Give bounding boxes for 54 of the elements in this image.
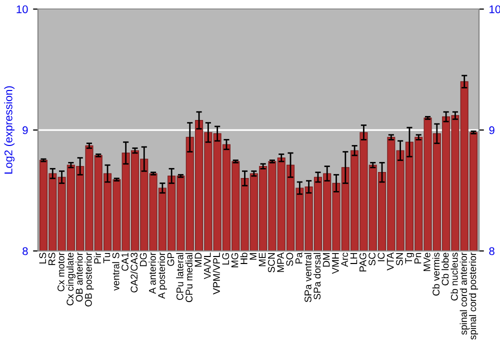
x-tick-label: MD	[194, 252, 202, 267]
x-tick-label: GP	[167, 252, 174, 266]
x-tick-label: Arc	[341, 252, 348, 267]
x-tick-label: ventral S	[112, 252, 120, 291]
x-tick-label: OB posterior	[84, 252, 94, 306]
y-tick-label: 8	[22, 247, 28, 256]
x-tick-label: MPA	[277, 252, 284, 272]
x-tick-label: CA2/CA3	[130, 252, 138, 292]
y-axis-title: Log2 (expression)	[4, 86, 15, 174]
x-tick-label: LH	[350, 253, 358, 264]
y-tick-label: 9	[22, 126, 28, 134]
y2-tick-label: 8	[489, 247, 494, 256]
x-tick-label: Pn	[414, 252, 422, 264]
x-tick-label: CPu lateral	[176, 252, 184, 300]
y-tick-label: 10	[16, 5, 28, 14]
x-tick-label: Cx motor	[58, 252, 64, 292]
x-tick-label: spinal cord anterior	[460, 252, 469, 335]
x-tick-label: OB anterior	[76, 252, 83, 302]
x-tick-label: Tu	[103, 252, 110, 264]
x-tick-label: SN	[396, 253, 403, 266]
x-tick-label: Cx cingulate	[66, 252, 76, 306]
x-tick-label: Pa	[296, 252, 302, 264]
x-tick-label: IC	[378, 252, 385, 262]
x-tick-label: M	[250, 253, 256, 260]
x-tick-label: A posterior	[158, 252, 167, 299]
x-tick-label: LS	[39, 252, 46, 264]
x-tick-label: SPa dorsal	[313, 252, 321, 300]
x-tick-label: A anterior	[148, 252, 156, 294]
x-tick-label: DG	[140, 253, 147, 266]
x-tick-label: CPu medial	[185, 252, 192, 302]
x-tick-label: Cb lobe	[442, 252, 449, 286]
x-tick-label: Tg	[405, 252, 414, 264]
y2-tick-label: 9	[489, 126, 494, 134]
x-tick-label: CA1	[122, 252, 128, 271]
x-tick-label: PAG	[359, 253, 366, 272]
x-tick-label: SPa ventral	[304, 252, 312, 302]
x-tick-label: MG	[231, 253, 238, 268]
x-tick-label: spinal cord posterior	[468, 252, 478, 340]
x-tick-label: Cb nucleus	[450, 252, 458, 300]
x-tick-label: VTA	[386, 252, 394, 270]
x-tick-label: LG	[222, 253, 230, 265]
x-tick-label: SO	[286, 252, 294, 266]
x-tick-label: Cb vermis	[432, 252, 440, 296]
x-tick-label: RS	[48, 252, 56, 266]
x-tick-label: DM	[322, 253, 330, 267]
x-tick-label: SC	[368, 252, 376, 266]
x-tick-label: VA/VL	[204, 252, 211, 280]
x-tick-label: Hb	[240, 252, 248, 264]
x-tick-label: VMH	[332, 253, 339, 274]
x-tick-label: MVe	[424, 252, 430, 271]
x-tick-label: VPM/VPL	[212, 252, 220, 294]
x-tick-label: Pir	[94, 252, 101, 264]
x-tick-label: SCN	[268, 253, 275, 272]
x-tick-label: ME	[258, 252, 266, 266]
